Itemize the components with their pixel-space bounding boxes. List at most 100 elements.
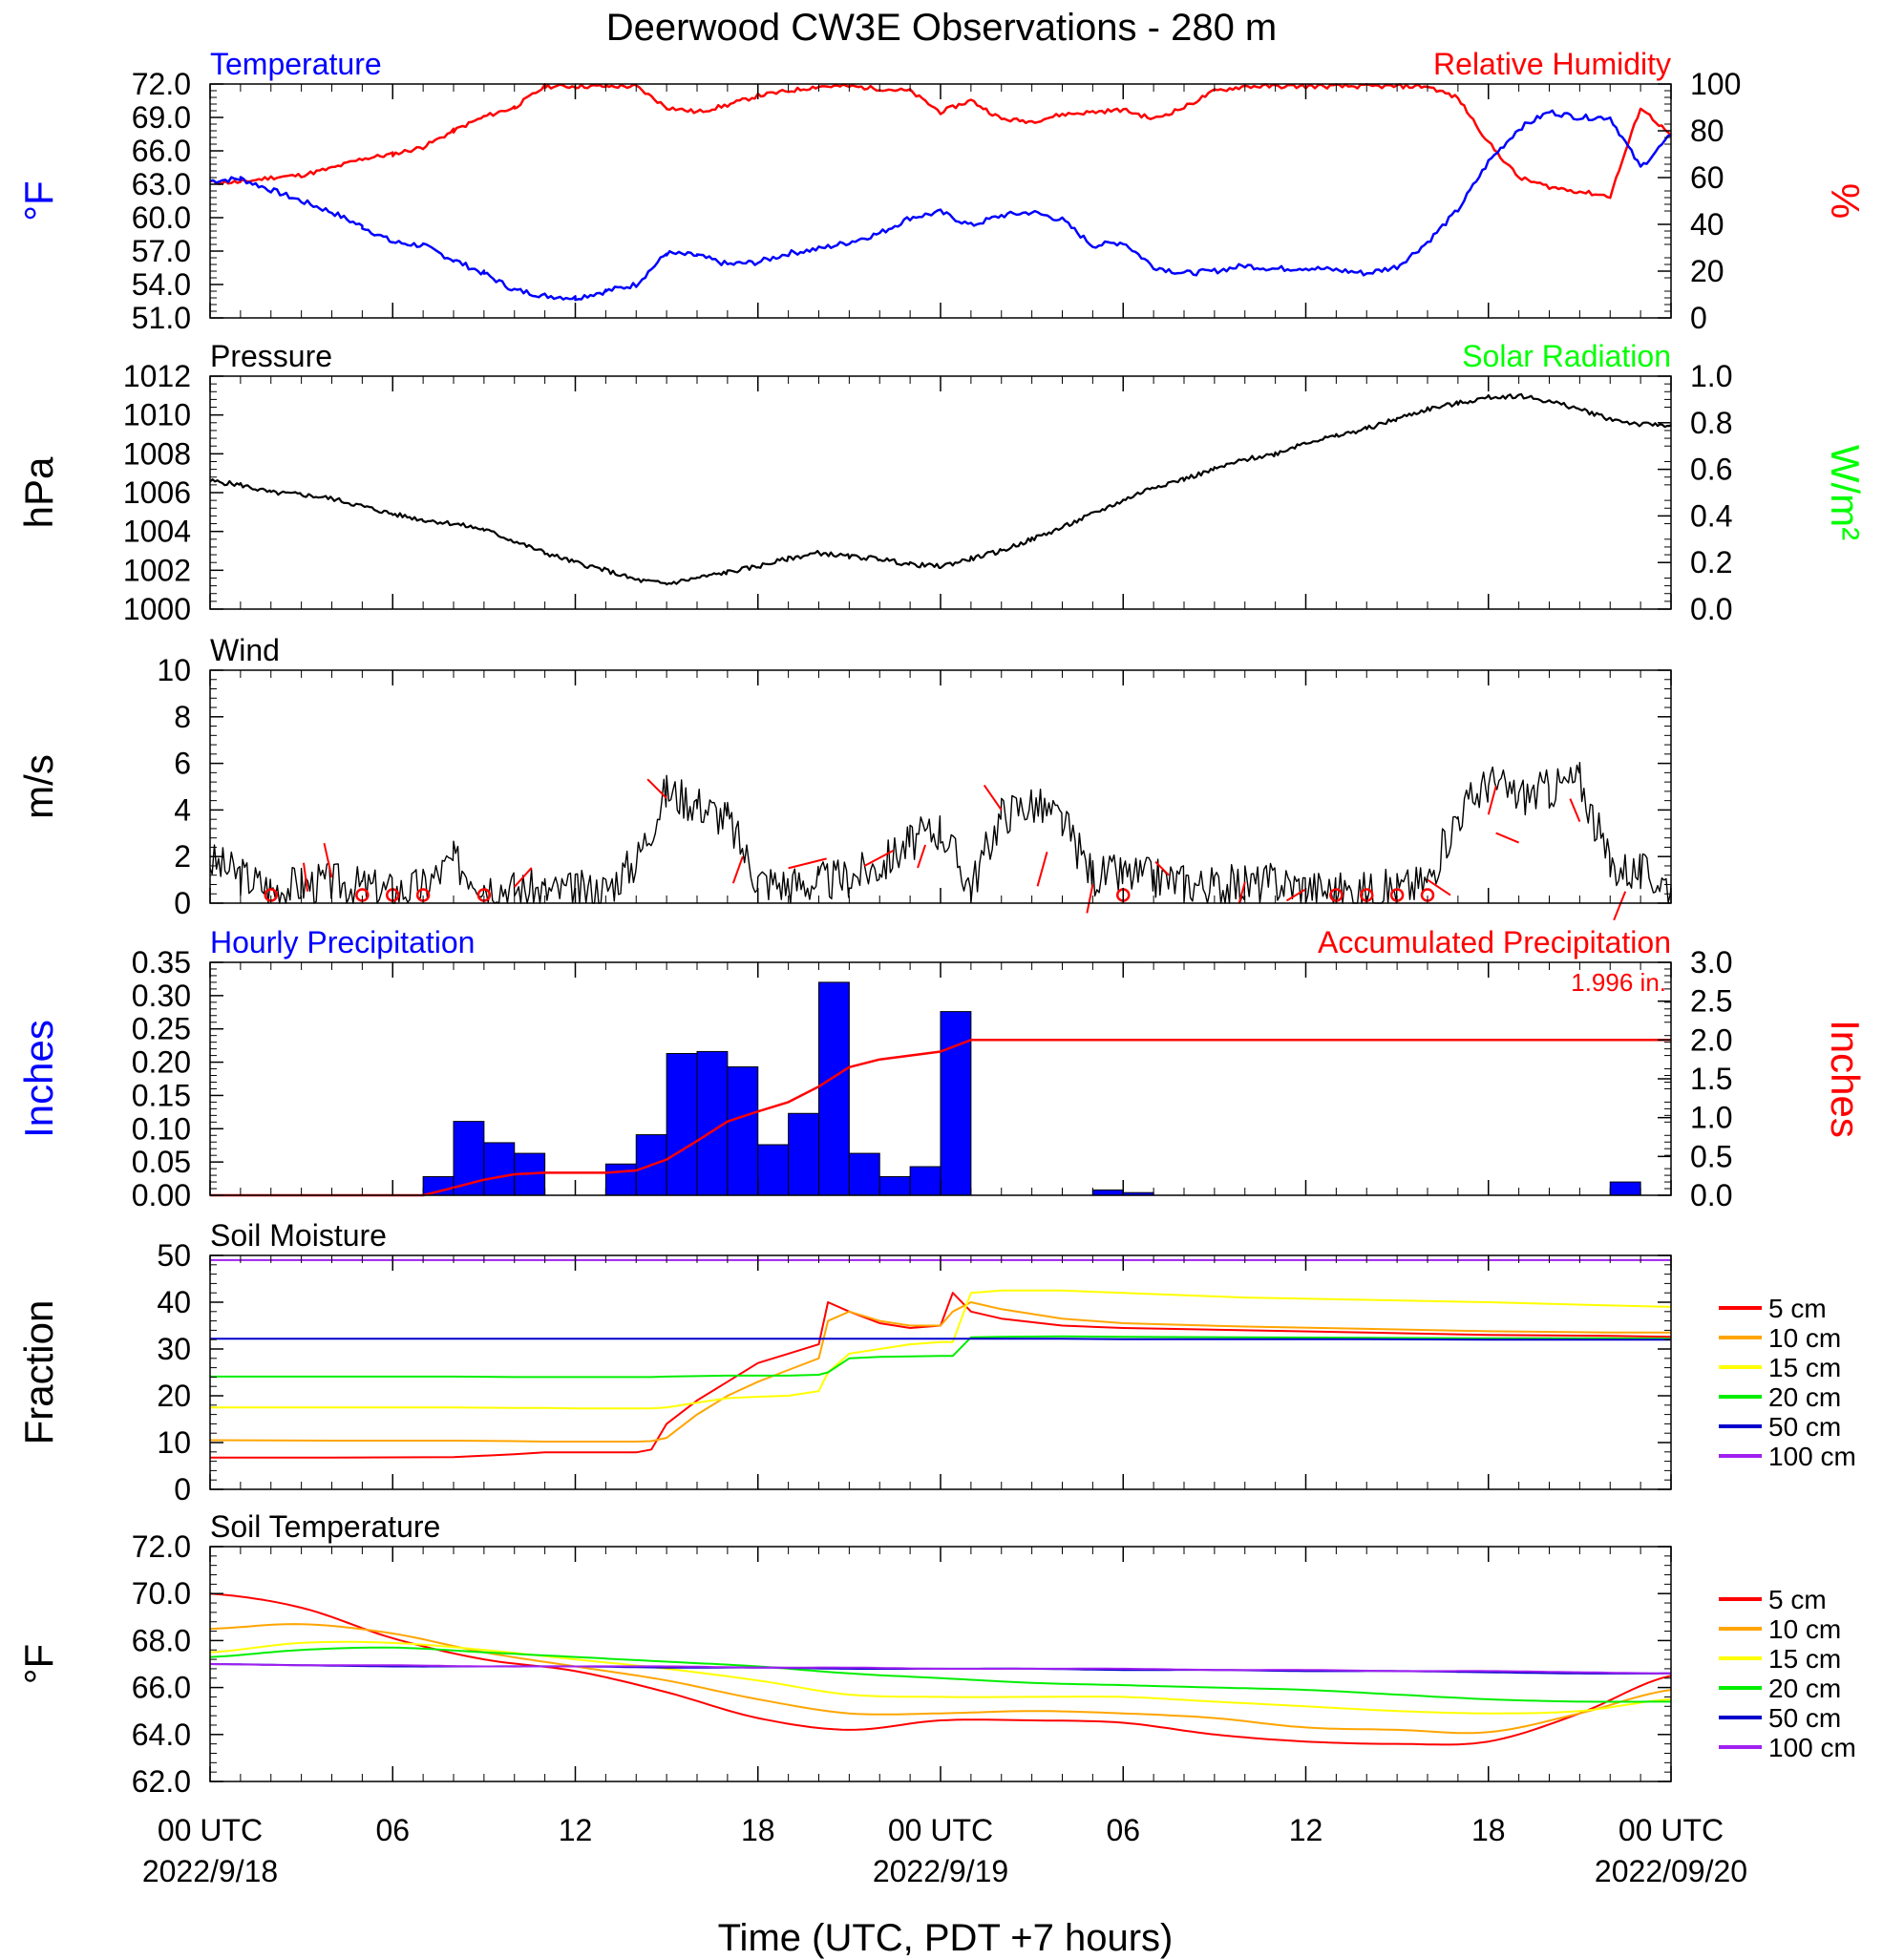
- panel-right-title-temp_rh: Relative Humidity: [1433, 47, 1671, 81]
- x-tick-label: 00 UTC: [1619, 1813, 1724, 1847]
- wind-barb-6: [863, 850, 894, 867]
- panel-right-title-pressure: Solar Radiation: [1462, 339, 1671, 373]
- wind-barb-17: [1569, 798, 1581, 822]
- right-unit-label: W/m²: [1823, 445, 1868, 540]
- precip-bar-15: [666, 1053, 698, 1196]
- left-tick-label: 6: [174, 747, 191, 781]
- wind-barb-18: [1613, 891, 1627, 921]
- series-line-wind-speed: [209, 762, 1672, 904]
- wind-barb-8: [983, 784, 1003, 811]
- wind-barb-5: [788, 857, 827, 870]
- left-tick-label: 1012: [123, 359, 191, 393]
- x-tick-label: 18: [741, 1813, 775, 1847]
- precip-bar-23: [909, 1166, 942, 1196]
- left-tick-label: 8: [174, 700, 191, 734]
- left-tick-label: 2: [174, 839, 191, 874]
- left-tick-label: 20: [157, 1379, 191, 1413]
- right-tick-label: 1.0: [1690, 359, 1732, 393]
- precip-bar-17: [727, 1065, 759, 1196]
- left-unit-label: Fraction: [16, 1300, 61, 1445]
- left-tick-label: 0.25: [132, 1012, 191, 1046]
- left-tick-label: 69.0: [132, 100, 191, 135]
- left-tick-label: 0.00: [132, 1178, 191, 1212]
- legend-label: 15 cm: [1768, 1644, 1841, 1674]
- legend-label: 15 cm: [1768, 1353, 1841, 1382]
- soil-moisture-line-15cm: [210, 1289, 1672, 1410]
- right-tick-label: 2.5: [1690, 984, 1732, 1019]
- right-tick-label: 0.0: [1690, 592, 1732, 626]
- legend-label: 5 cm: [1768, 1585, 1827, 1614]
- left-unit-label: Inches: [16, 1020, 61, 1138]
- left-tick-label: 50: [157, 1238, 191, 1273]
- right-tick-label: 2.0: [1690, 1022, 1732, 1057]
- right-unit-label: %: [1823, 183, 1868, 219]
- right-tick-label: 0.6: [1690, 453, 1732, 487]
- right-tick-label: 80: [1690, 114, 1724, 148]
- right-tick-label: 0.5: [1690, 1139, 1732, 1173]
- soil-moisture-line-5cm: [210, 1292, 1672, 1459]
- left-tick-label: 57.0: [132, 234, 191, 268]
- right-tick-label: 60: [1690, 160, 1724, 195]
- legend-label: 20 cm: [1768, 1674, 1841, 1703]
- left-tick-label: 0: [174, 1472, 191, 1507]
- left-tick-label: 30: [157, 1332, 191, 1366]
- legend-label: 10 cm: [1768, 1323, 1841, 1353]
- left-tick-label: 0.20: [132, 1045, 191, 1080]
- left-tick-label: 0: [174, 886, 191, 920]
- precip-bar-20: [818, 981, 850, 1196]
- legend-label: 100 cm: [1768, 1442, 1856, 1471]
- right-tick-label: 0.0: [1690, 1178, 1732, 1212]
- left-tick-label: 62.0: [132, 1764, 191, 1799]
- wind-barb-15: [1487, 786, 1497, 815]
- wind-barb-16: [1495, 832, 1520, 844]
- legend-label: 50 cm: [1768, 1703, 1841, 1733]
- precip-bar-21: [848, 1152, 880, 1196]
- wind-barb-2: [514, 867, 533, 888]
- left-tick-label: 72.0: [132, 67, 191, 101]
- frames-layer: [209, 83, 1672, 1782]
- precip-bar-19: [788, 1112, 819, 1196]
- right-tick-label: 0: [1690, 301, 1707, 335]
- left-tick-label: 63.0: [132, 167, 191, 201]
- x-tick-label: 18: [1471, 1813, 1506, 1847]
- wind-barb-9: [1036, 852, 1048, 887]
- panel-title-soil_temp: Soil Temperature: [210, 1509, 440, 1544]
- left-tick-label: 60.0: [132, 200, 191, 235]
- left-tick-label: 1000: [123, 592, 191, 626]
- left-tick-label: 1006: [123, 475, 191, 510]
- left-unit-label: m/s: [16, 754, 61, 819]
- x-tick-label: 06: [375, 1813, 410, 1847]
- left-tick-label: 64.0: [132, 1718, 191, 1752]
- panel-title-pressure: Pressure: [210, 339, 332, 373]
- panel-title-precip: Hourly Precipitation: [210, 925, 475, 959]
- left-tick-label: 0.05: [132, 1145, 191, 1179]
- left-unit-label: °F: [16, 180, 61, 221]
- panel-title-temp_rh: Temperature: [210, 47, 382, 81]
- x-tick-label: 12: [1289, 1813, 1323, 1847]
- left-tick-label: 0.30: [132, 979, 191, 1013]
- x-date-label: 2022/9/18: [142, 1854, 278, 1888]
- legend-label: 100 cm: [1768, 1733, 1856, 1762]
- legend-label: 50 cm: [1768, 1412, 1841, 1442]
- data-layer: [209, 83, 1672, 1746]
- chart-title: Deerwood CW3E Observations - 280 m: [606, 7, 1278, 49]
- left-tick-label: 72.0: [132, 1529, 191, 1564]
- left-tick-label: 10: [157, 653, 191, 687]
- precip-bar-29: [1091, 1189, 1124, 1196]
- right-tick-label: 20: [1690, 254, 1724, 288]
- left-tick-label: 1002: [123, 553, 191, 587]
- right-tick-label: 0.8: [1690, 406, 1732, 440]
- precip-bar-9: [483, 1142, 516, 1196]
- right-tick-label: 1.5: [1690, 1062, 1732, 1096]
- legend-label: 10 cm: [1768, 1614, 1841, 1644]
- panel-right-title-precip: Accumulated Precipitation: [1318, 925, 1671, 959]
- soil-temp-line-10cm: [209, 1623, 1672, 1735]
- left-tick-label: 66.0: [132, 1671, 191, 1705]
- wind-barb-12: [1238, 881, 1246, 904]
- precip-bar-18: [757, 1144, 790, 1196]
- wind-barb-4: [731, 855, 744, 884]
- left-tick-label: 10: [157, 1425, 191, 1460]
- wind-barb-14: [1427, 878, 1451, 896]
- left-tick-label: 68.0: [132, 1623, 191, 1657]
